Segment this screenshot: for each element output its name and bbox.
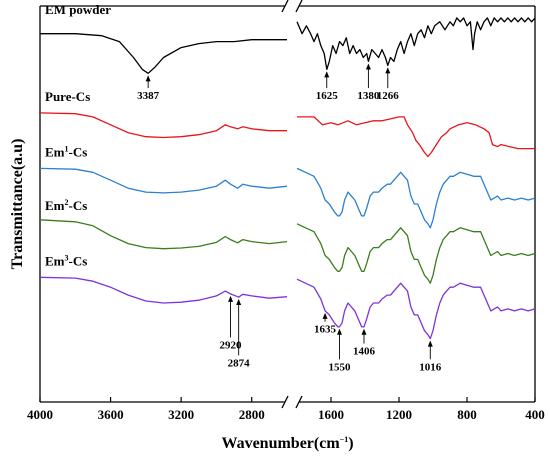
series-1: EM powder [40,2,536,74]
series-line-1-right [296,17,536,71]
series-label: Em1-Cs [45,144,87,159]
x-axis-title-close: ) [348,435,353,452]
x-axis-title-sup: −1 [340,435,349,444]
annotation-arrow-head [228,295,234,302]
peak-annotation: 1266 [377,67,400,102]
series-label-rest: -Cs [69,198,88,213]
series-3: Em1-Cs [39,144,536,229]
peak-annotation: 1016 [419,340,442,373]
break-mark-bottom-1 [281,395,289,409]
annotation-arrow-head [322,312,328,319]
series-line-5-left [39,276,288,304]
x-tick-label: 400 [525,407,545,422]
series-2: Pure-Cs [39,89,535,158]
series-5: Em3-Cs [39,253,536,340]
peak-annotation: 1550 [329,328,352,373]
annotation-arrow-head [385,67,391,74]
series-label-sup: 3 [65,253,69,262]
x-tick-label: 1200 [386,407,412,422]
x-axis-title: Wavenumber(cm−1) [221,435,353,452]
series-line-2-left [39,112,287,139]
series-label-sup: 2 [65,198,69,207]
annotation-label: 1550 [329,361,352,373]
series-line-1-left [40,33,287,74]
peak-annotation: 1625 [316,71,339,102]
x-tick-label: 3600 [98,407,124,422]
annotation-arrow-head [324,71,330,78]
peak-annotation: 1635 [314,312,337,336]
annotation-label: 3387 [137,90,160,102]
axes-frame [39,5,536,403]
peak-annotation: 2874 [228,299,251,369]
peak-annotation: 1406 [353,328,376,357]
annotation-label: 1625 [316,90,339,102]
annotation-label: 1635 [314,324,337,336]
annotation-label: 1266 [377,90,400,102]
x-ticks: 4000 3600 3200 2800 1600 1200 800 400 [27,397,545,422]
annotation-arrow-head [337,328,342,335]
peak-annotation: 1380 [357,63,380,102]
peak-annotation: 3387 [137,75,160,102]
series-4: Em2-Cs [39,198,536,284]
series-line-3-right [296,167,536,229]
series-label: Pure-Cs [45,89,90,104]
series-line-2-right [297,116,535,158]
x-tick-label: 4000 [27,407,53,422]
annotation-label: 2920 [220,340,243,352]
peak-annotation: 2920 [220,295,243,352]
break-mark-bottom-2 [295,395,303,409]
series-line-4-left [39,219,288,250]
series-label: EM powder [45,2,111,17]
break-mark-top-2 [295,0,303,13]
x-tick-label: 3200 [168,407,194,422]
series-line-5-right [296,278,536,340]
annotation-arrow-head [145,75,151,82]
annotation-arrow-head [365,63,371,70]
series-label-rest: -Cs [69,253,88,268]
annotation-arrow-head [236,299,242,306]
annotation-arrow-head [361,328,367,335]
x-tick-label: 800 [457,407,477,422]
series-line-4-right [296,223,536,284]
series-label-sup: 1 [65,144,69,153]
annotation-label: 1406 [353,345,376,357]
break-mark-top-1 [281,0,289,13]
annotation-arrow-head [427,340,433,347]
y-axis-title: Transmittance(a.u) [9,139,26,270]
x-tick-label: 2800 [239,407,265,422]
series-line-3-left [39,167,288,194]
annotation-label: 1380 [357,90,380,102]
series-label: Em3-Cs [45,253,87,268]
annotation-label: 1016 [419,361,442,373]
series-label-rest: -Cs [69,144,88,159]
series-label: Em2-Cs [45,198,87,213]
axis-break-marks [281,0,303,409]
annotation-label: 2874 [228,357,251,369]
x-tick-label: 1600 [318,407,344,422]
